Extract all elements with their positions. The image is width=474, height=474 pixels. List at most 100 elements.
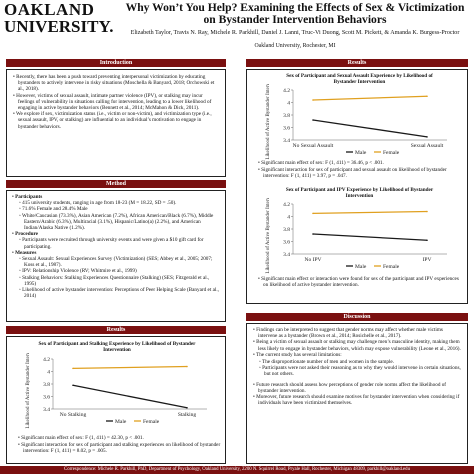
chart2-bullets: • Significant main effect or interaction… bbox=[257, 276, 462, 289]
introduction-panel: • Recently, there has been a push toward… bbox=[6, 69, 226, 177]
results-left-bullet-1: • Significant main effect of sex: F (1, … bbox=[18, 435, 144, 441]
data-point-male bbox=[312, 119, 314, 121]
data-point-female bbox=[312, 99, 314, 101]
introduction-heading: Introduction bbox=[6, 59, 226, 67]
y-tick-label: 3.8 bbox=[43, 382, 50, 388]
intro-bullet-2: • However, victims of sexual assault, in… bbox=[13, 92, 212, 112]
series-line-female bbox=[312, 210, 428, 215]
university-logo-line2: UNIVERSITY. bbox=[4, 17, 114, 36]
legend-label-female: Female bbox=[143, 419, 160, 425]
intro-bullet-3: • We explore if sex, victimization statu… bbox=[13, 111, 212, 130]
y-tick-label: 3.6 bbox=[283, 240, 290, 246]
legend-label-female: Female bbox=[383, 150, 400, 156]
y-tick-label: 4 bbox=[287, 101, 290, 107]
chart1-svg: 3.4 3.6 3.8 4 4.2 Likelihood of Active Bystan… bbox=[266, 84, 447, 159]
y-tick-label: 4.2 bbox=[283, 202, 290, 208]
procedure-item-1: ◦ Participants were recruited through un… bbox=[19, 237, 204, 250]
y-axis-label: Likelihood of Active Bystander Intervent… bbox=[26, 353, 31, 428]
participants-item-3: ◦ White/Caucasian (73.3%), Asian America… bbox=[19, 212, 214, 232]
discussion-bullet-5: • Moreover, future research should exami… bbox=[253, 394, 460, 407]
y-tick-label: 4.2 bbox=[43, 357, 50, 363]
chart3-svg: 3.4 3.6 3.8 4 4.2 Likelihood of Active Bystan… bbox=[26, 353, 207, 428]
intro-bullet-1: • Recently, there has been a push toward… bbox=[13, 74, 215, 93]
y-tick-label: 3.8 bbox=[283, 227, 290, 233]
discussion-bullet-3: • The current study has several limitati… bbox=[253, 351, 342, 358]
measures-item-1: ◦ Sexual Assault: Sexual Experiences Sur… bbox=[19, 256, 213, 269]
data-point-male bbox=[426, 239, 428, 242]
limitation-item-1: ◦ The disproportionate number of men and… bbox=[259, 359, 395, 366]
x-tick-label: Stalking bbox=[178, 412, 197, 418]
legend-label-male: Male bbox=[115, 419, 127, 425]
y-axis-label: Likelihood of Active Bystander Intervent… bbox=[266, 84, 271, 159]
series-line-male bbox=[312, 233, 428, 241]
chart1-bullet-2: • Significant interaction for sex of par… bbox=[258, 167, 447, 180]
measures-label: • Measures bbox=[12, 249, 37, 256]
discussion-bullet-1: • Findings can be interpreted to suggest… bbox=[253, 327, 443, 340]
legend-label-male: Male bbox=[355, 264, 367, 270]
chart2-svg: 3.4 3.6 3.8 4 4.2 Likelihood of Active Bystan… bbox=[266, 198, 447, 273]
measures-item-2: ◦ IPV: Relationship Violence (RV; Whitmi… bbox=[19, 268, 137, 275]
y-tick-label: 3.8 bbox=[283, 113, 290, 119]
x-tick-label: No Sexual Assault bbox=[293, 143, 334, 149]
x-tick-label: IPV bbox=[423, 257, 432, 263]
y-tick-label: 4 bbox=[47, 370, 50, 376]
y-tick-label: 4 bbox=[287, 215, 290, 221]
poster-title: Why Won’t You Help? Examining the Effect… bbox=[125, 1, 465, 26]
series-line-male bbox=[72, 384, 188, 409]
chart1-bullets: • Significant main effect of sex: F (1, … bbox=[257, 160, 462, 181]
data-point-female bbox=[186, 365, 188, 368]
chart1-bullet-1: • Significant main effect of sex: F (1, … bbox=[258, 160, 384, 166]
limitation-item-2: ◦ Participants were not asked their reas… bbox=[259, 365, 461, 378]
series-line-female bbox=[312, 95, 428, 101]
chart2-bullet-1: • Significant main effect or interaction… bbox=[258, 276, 459, 289]
measures-item-4: ◦ Likelihood of active bystander interve… bbox=[19, 287, 219, 300]
data-point-female bbox=[72, 367, 74, 370]
data-point-male bbox=[186, 406, 188, 409]
data-point-female bbox=[426, 95, 428, 98]
y-tick-label: 3.6 bbox=[43, 395, 50, 401]
legend-label-female: Female bbox=[383, 264, 400, 270]
x-tick-label: No IPV bbox=[305, 257, 322, 263]
poster-affiliation: Oakland University, Rochester, MI bbox=[254, 43, 336, 49]
measures-item-3: ◦ Stalking Behaviors: Stalking Experienc… bbox=[19, 274, 210, 287]
y-tick-label: 3.4 bbox=[283, 138, 290, 144]
poster-authors: Elizabeth Taylor, Travis N. Ray, Michele… bbox=[130, 30, 460, 36]
discussion-bullet-2: • Being a victim of sexual assault or st… bbox=[253, 339, 461, 352]
data-point-male bbox=[312, 233, 314, 235]
chart2-plot: 3.4 3.6 3.8 4 4.2 Likelihood of Active Bystan… bbox=[266, 198, 447, 273]
footer-correspondence: Correspondence: Michele R. Parkhill, PhD… bbox=[0, 466, 474, 474]
participants-item-1: ◦ 415 university students, ranging in ag… bbox=[19, 200, 177, 207]
y-tick-label: 3.6 bbox=[283, 126, 290, 132]
data-point-male bbox=[72, 384, 74, 387]
university-logo-line1: OAKLAND bbox=[4, 0, 95, 19]
participants-item-2: ◦ 71.6% Female and 28.4% Male bbox=[19, 206, 88, 213]
series-line-female bbox=[72, 365, 188, 370]
results-left-panel: Sex of Participant and Stalking Experien… bbox=[6, 336, 226, 464]
discussion-bullet-4: • Future research should assess how perc… bbox=[253, 381, 447, 394]
results-right-heading: Results bbox=[246, 59, 468, 67]
chart1-plot: 3.4 3.6 3.8 4 4.2 Likelihood of Active Bystan… bbox=[266, 84, 447, 159]
results-right-panel: Sex of Participant and Sexual Assault Ex… bbox=[246, 69, 468, 304]
chart3-plot: 3.4 3.6 3.8 4 4.2 Likelihood of Active Bystan… bbox=[26, 353, 207, 428]
discussion-panel: • Findings can be interpreted to suggest… bbox=[246, 323, 468, 464]
y-axis-label: Likelihood of Active Bystander Intervent… bbox=[266, 198, 271, 273]
chart2-title: Sex of Participant and IPV Experience by… bbox=[285, 187, 434, 199]
y-tick-label: 3.4 bbox=[43, 407, 50, 413]
data-point-female bbox=[426, 210, 428, 213]
series-line-male bbox=[312, 119, 428, 138]
participants-label: • Participants bbox=[12, 194, 43, 200]
method-panel: • Participants ◦ 415 university students… bbox=[6, 190, 226, 322]
results-left-heading: Results bbox=[6, 326, 226, 334]
data-point-male bbox=[426, 136, 428, 138]
y-tick-label: 3.4 bbox=[283, 252, 290, 258]
data-point-female bbox=[312, 212, 314, 215]
legend-label-male: Male bbox=[355, 150, 367, 156]
x-tick-label: No Stalking bbox=[60, 412, 87, 418]
chart1-title: Sex of Participant and Sexual Assault Ex… bbox=[286, 73, 433, 85]
discussion-heading: Discussion bbox=[246, 313, 468, 321]
y-tick-label: 4.2 bbox=[283, 88, 290, 94]
chart3-title: Sex of Participant and Stalking Experien… bbox=[38, 341, 196, 353]
method-heading: Method bbox=[6, 180, 226, 188]
results-left-bullets: • Significant main effect of sex: F (1, … bbox=[17, 435, 222, 456]
procedure-label: • Procedure bbox=[12, 231, 38, 238]
